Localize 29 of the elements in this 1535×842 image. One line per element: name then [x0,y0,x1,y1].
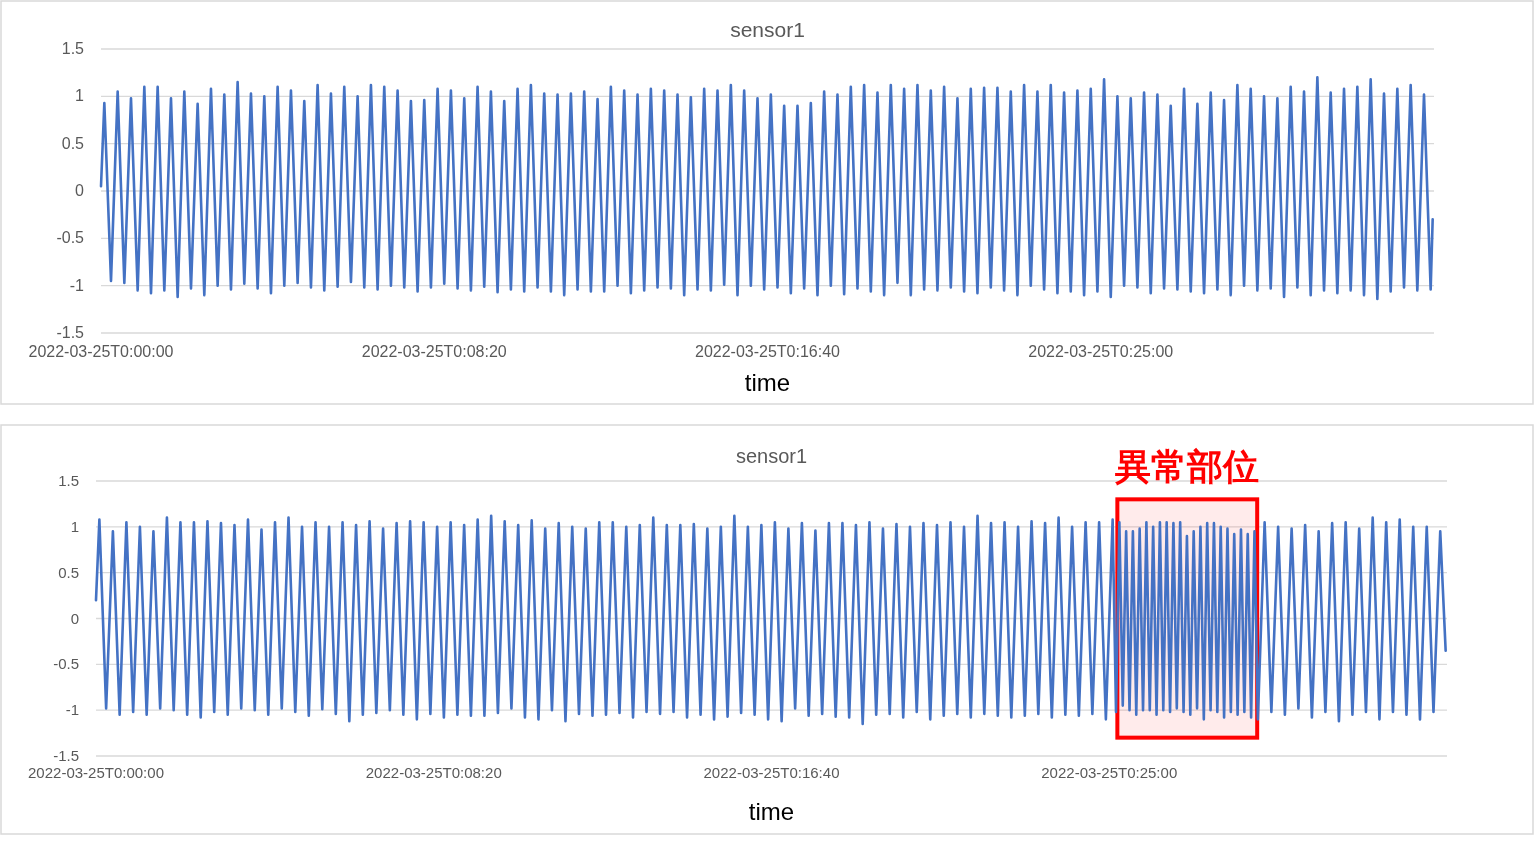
x-tick-label: 2022-03-25T0:16:40 [695,343,841,360]
y-tick-label: 0 [70,609,79,627]
y-tick-label: -1 [65,701,79,719]
y-tick-label: -0.5 [53,655,79,673]
y-tick-label: -0.5 [56,229,85,247]
y-tick-label: 0 [75,182,85,199]
y-tick-label: 1 [70,517,79,535]
y-tick-label: -1.5 [53,747,79,764]
x-tick-label: 2022-03-25T0:25:00 [1028,343,1174,360]
chart-title: sensor1 [730,18,805,41]
y-tick-label: -1 [69,276,85,294]
y-tick-label: 1.5 [61,40,85,57]
x-axis-title: time [744,369,791,396]
line-series [94,514,1447,726]
x-tick-label: 2022-03-25T0:08:20 [365,764,502,781]
y-tick-label: 1.5 [58,472,79,489]
x-tick-label: 2022-03-25T0:00:00 [28,764,164,781]
y-tick-label: -1.5 [56,324,85,341]
x-axis-title: time [748,798,795,825]
x-tick-label: 2022-03-25T0:25:00 [1041,764,1178,781]
y-tick-label: 0.5 [61,134,85,152]
line-series [99,76,1434,301]
band-label: 異常部位 [1115,446,1260,488]
x-tick-label: 2022-03-25T0:16:40 [703,764,840,781]
chart-title: sensor1 [735,445,808,467]
y-tick-label: 1 [75,87,85,105]
y-tick-label: 0.5 [58,563,79,581]
x-tick-label: 2022-03-25T0:00:00 [28,343,174,360]
x-tick-label: 2022-03-25T0:08:20 [361,343,507,360]
